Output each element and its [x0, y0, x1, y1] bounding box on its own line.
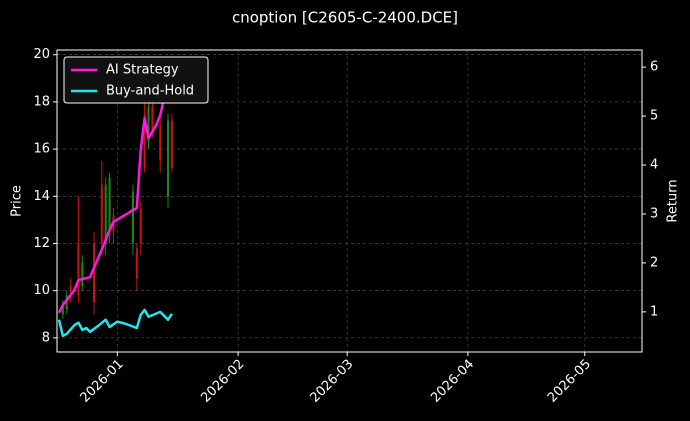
candle-body — [108, 177, 111, 232]
y-axis-label: Price — [10, 185, 25, 217]
y2-axis-label: Return — [666, 179, 681, 222]
candle-body — [61, 304, 64, 315]
candle-body — [65, 295, 68, 310]
x-tick-label: 2026-01 — [78, 357, 127, 406]
x-tick-label: 2026-03 — [307, 357, 356, 406]
y2-tick-label: 1 — [650, 304, 658, 319]
y2-tick-label: 5 — [650, 109, 658, 124]
candle-body — [151, 106, 154, 131]
y-tick-label: 18 — [33, 94, 50, 109]
y2-tick-label: 3 — [650, 206, 658, 221]
chart-title: cnoption [C2605-C-2400.DCE] — [232, 9, 458, 27]
y-tick-label: 20 — [33, 47, 50, 62]
candle-body — [100, 184, 103, 244]
candle-body — [104, 184, 107, 244]
candle-body — [69, 285, 72, 291]
x-tick-label: 2026-02 — [198, 357, 247, 406]
legend: AI Strategy Buy-and-Hold — [63, 56, 209, 104]
y-tick-label: 12 — [33, 236, 50, 251]
candle-body — [167, 120, 170, 197]
candle-body — [147, 106, 150, 143]
y2-tick-label: 2 — [650, 255, 658, 270]
candle-body — [139, 208, 142, 244]
candle-body — [131, 191, 134, 244]
line-series — [57, 308, 173, 338]
plot-frame — [56, 49, 643, 353]
x-tick-label: 2026-05 — [545, 357, 594, 406]
candle-body — [143, 113, 146, 168]
candle-body — [135, 248, 138, 279]
y-tick-label: 10 — [33, 283, 50, 298]
x-tick-label: 2026-04 — [428, 357, 477, 406]
y2-tick-label: 4 — [650, 158, 658, 173]
y2-tick-label: 6 — [650, 60, 658, 75]
legend-label: AI Strategy — [106, 63, 179, 78]
candle-body — [159, 125, 162, 161]
line-series — [57, 97, 166, 314]
y-tick-label: 8 — [42, 330, 50, 345]
y-tick-label: 16 — [33, 142, 50, 157]
y-tick-label: 14 — [33, 189, 50, 204]
candle-body — [93, 243, 96, 303]
legend-label: Buy-and-Hold — [106, 84, 194, 99]
candle-body — [81, 262, 84, 286]
candle-body — [77, 243, 80, 296]
legend-box — [63, 56, 209, 104]
candle-body — [170, 120, 173, 168]
